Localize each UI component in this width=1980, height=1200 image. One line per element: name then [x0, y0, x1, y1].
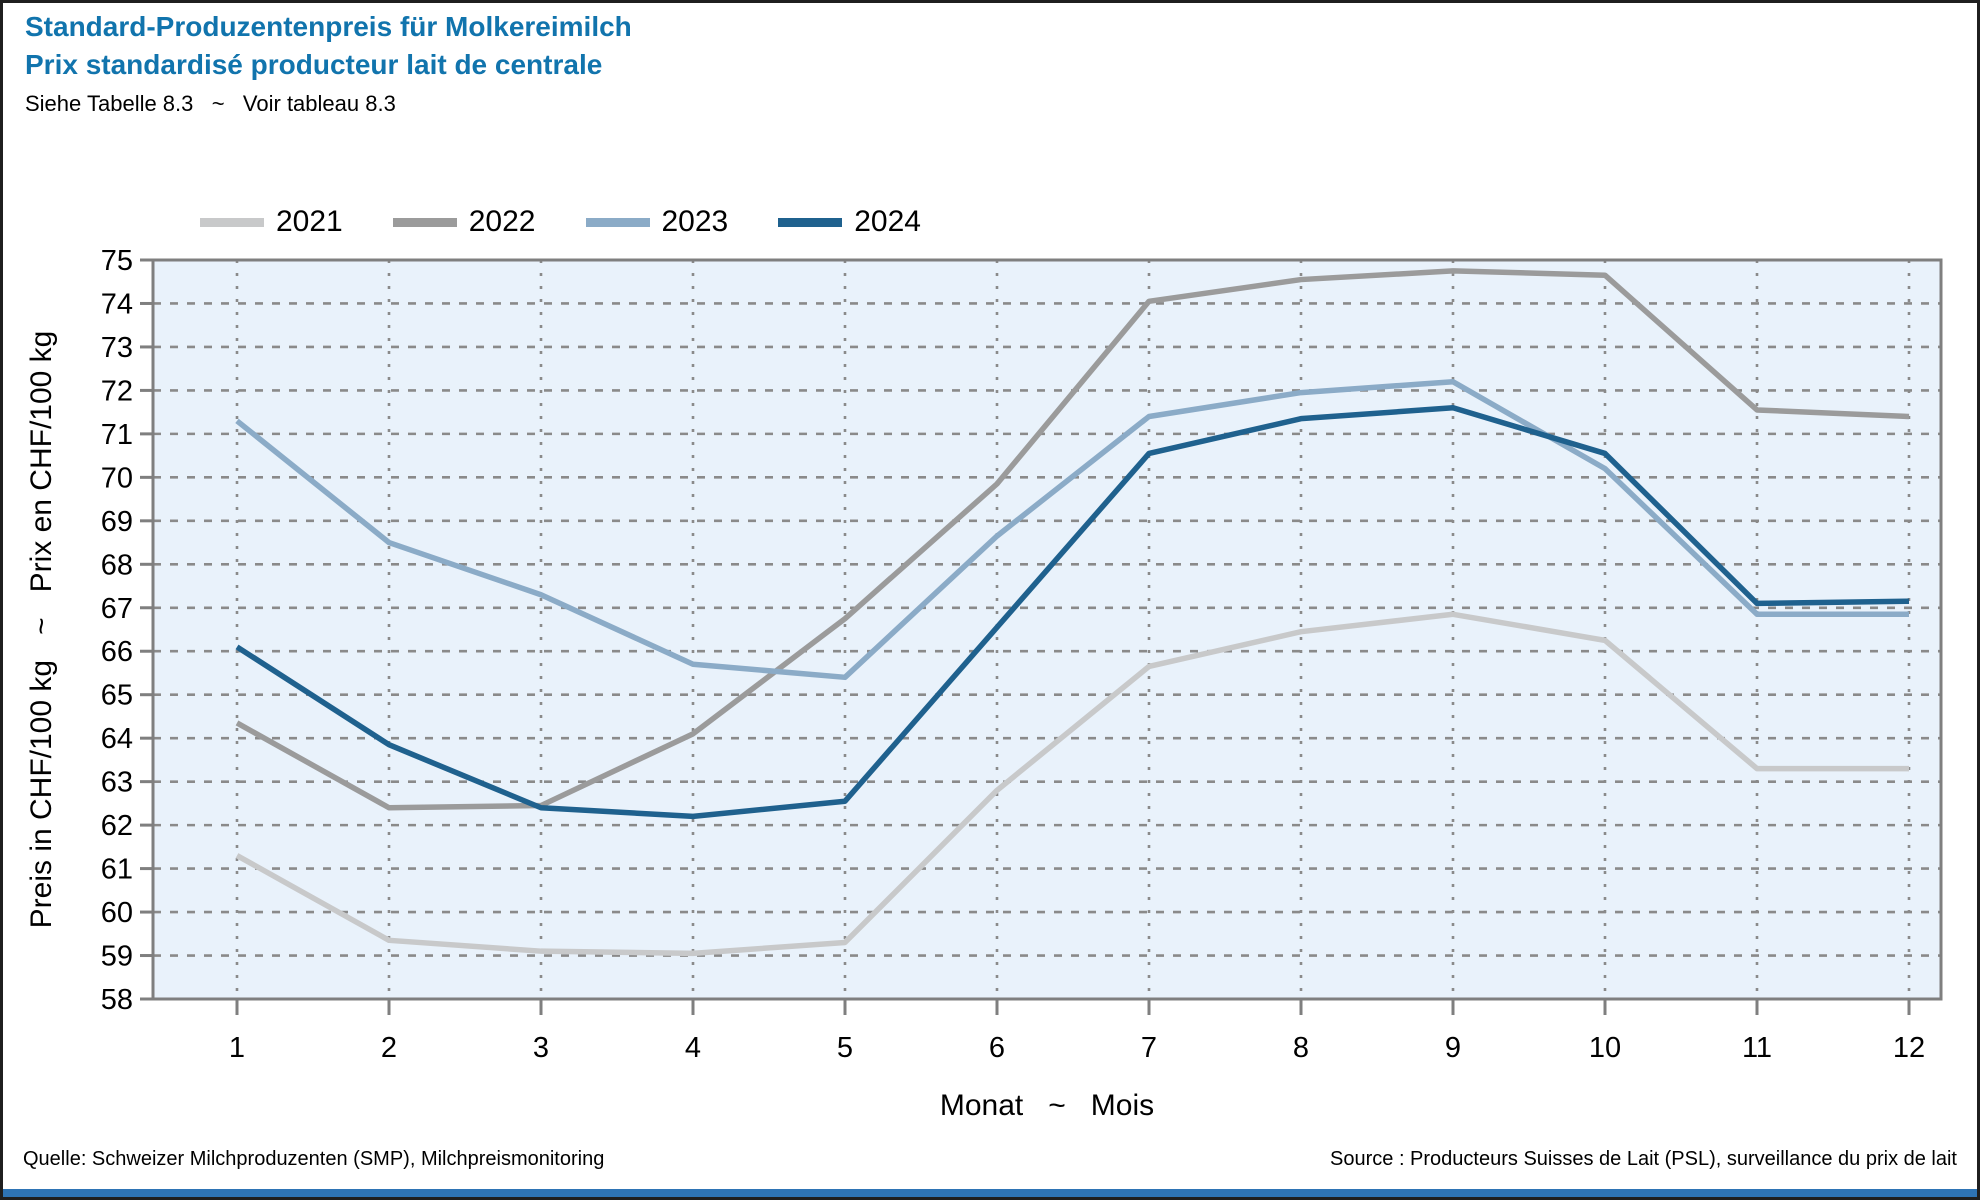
y-tick-label: 72	[101, 375, 133, 407]
y-tick-label: 74	[101, 288, 133, 320]
bottom-accent-bar	[3, 1189, 1977, 1197]
y-tick-label: 69	[101, 506, 133, 538]
x-tick-label: 6	[989, 1032, 1005, 1064]
y-tick-label: 58	[101, 984, 133, 1016]
series-line-2024	[235, 405, 1910, 820]
x-tick-label: 9	[1445, 1032, 1461, 1064]
legend-swatch-2021	[200, 217, 264, 227]
y-tick-label: 60	[101, 897, 133, 929]
y-tick-label: 68	[101, 549, 133, 581]
y-axis-title: Preis in CHF/100 kg ~ Prix en CHF/100 kg	[25, 331, 58, 929]
y-tick-label: 66	[101, 636, 133, 668]
x-tick-label: 7	[1141, 1032, 1157, 1064]
legend-label-2024: 2024	[854, 205, 921, 238]
y-tick-label: 63	[101, 767, 133, 799]
y-tick-label: 67	[101, 593, 133, 625]
x-axis-title: Monat ~ Mois	[940, 1089, 1154, 1122]
legend-item-2022: 2022	[392, 205, 536, 239]
y-tick-label: 70	[101, 462, 133, 494]
x-tick-label: 5	[837, 1032, 853, 1064]
y-tick-label: 73	[101, 332, 133, 364]
y-tick-label: 64	[101, 723, 133, 755]
series-line-2022	[235, 268, 1910, 811]
y-tick-label: 65	[101, 680, 133, 712]
y-tick-label: 59	[101, 941, 133, 973]
legend-label-2023: 2023	[661, 205, 729, 238]
x-tick-label: 2	[381, 1032, 397, 1064]
legend-label-2022: 2022	[468, 205, 536, 238]
y-tick-label: 75	[101, 245, 133, 277]
x-tick-label: 1	[229, 1032, 245, 1064]
source-german: Quelle: Schweizer Milchproduzenten (SMP)…	[23, 1148, 605, 1170]
x-tick-label: 12	[1893, 1032, 1925, 1064]
x-tick-label: 3	[533, 1032, 549, 1064]
chart-legend: 2021 2022 2023 2024	[200, 205, 921, 239]
legend-item-2023: 2023	[585, 205, 729, 239]
x-tick-label: 10	[1589, 1032, 1621, 1064]
legend-label-2021: 2021	[276, 205, 343, 238]
series-line-2021	[235, 611, 1909, 957]
plot-frame	[151, 258, 1943, 1001]
chart-title-french: Prix standardisé producteur lait de cent…	[25, 49, 603, 80]
legend-swatch-2024	[778, 217, 843, 227]
chart-title-german: Standard-Produzentenpreis für Molkereimi…	[25, 11, 632, 42]
table-reference-note: Siehe Tabelle 8.3 ~ Voir tableau 8.3	[25, 91, 396, 116]
x-tick-label: 8	[1293, 1032, 1309, 1064]
legend-item-2021: 2021	[200, 205, 343, 239]
plot-area	[153, 260, 1941, 999]
source-french: Source : Producteurs Suisses de Lait (PS…	[1330, 1148, 1957, 1170]
x-tick-label: 4	[685, 1032, 701, 1064]
x-tick-label: 11	[1742, 1032, 1772, 1064]
legend-swatch-2022	[392, 217, 457, 227]
legend-swatch-2023	[585, 217, 650, 227]
series-line-2023	[235, 378, 1909, 681]
y-tick-label: 71	[101, 419, 133, 451]
y-tick-label: 61	[101, 854, 133, 886]
legend-item-2024: 2024	[778, 205, 921, 239]
y-tick-label: 62	[101, 810, 133, 842]
